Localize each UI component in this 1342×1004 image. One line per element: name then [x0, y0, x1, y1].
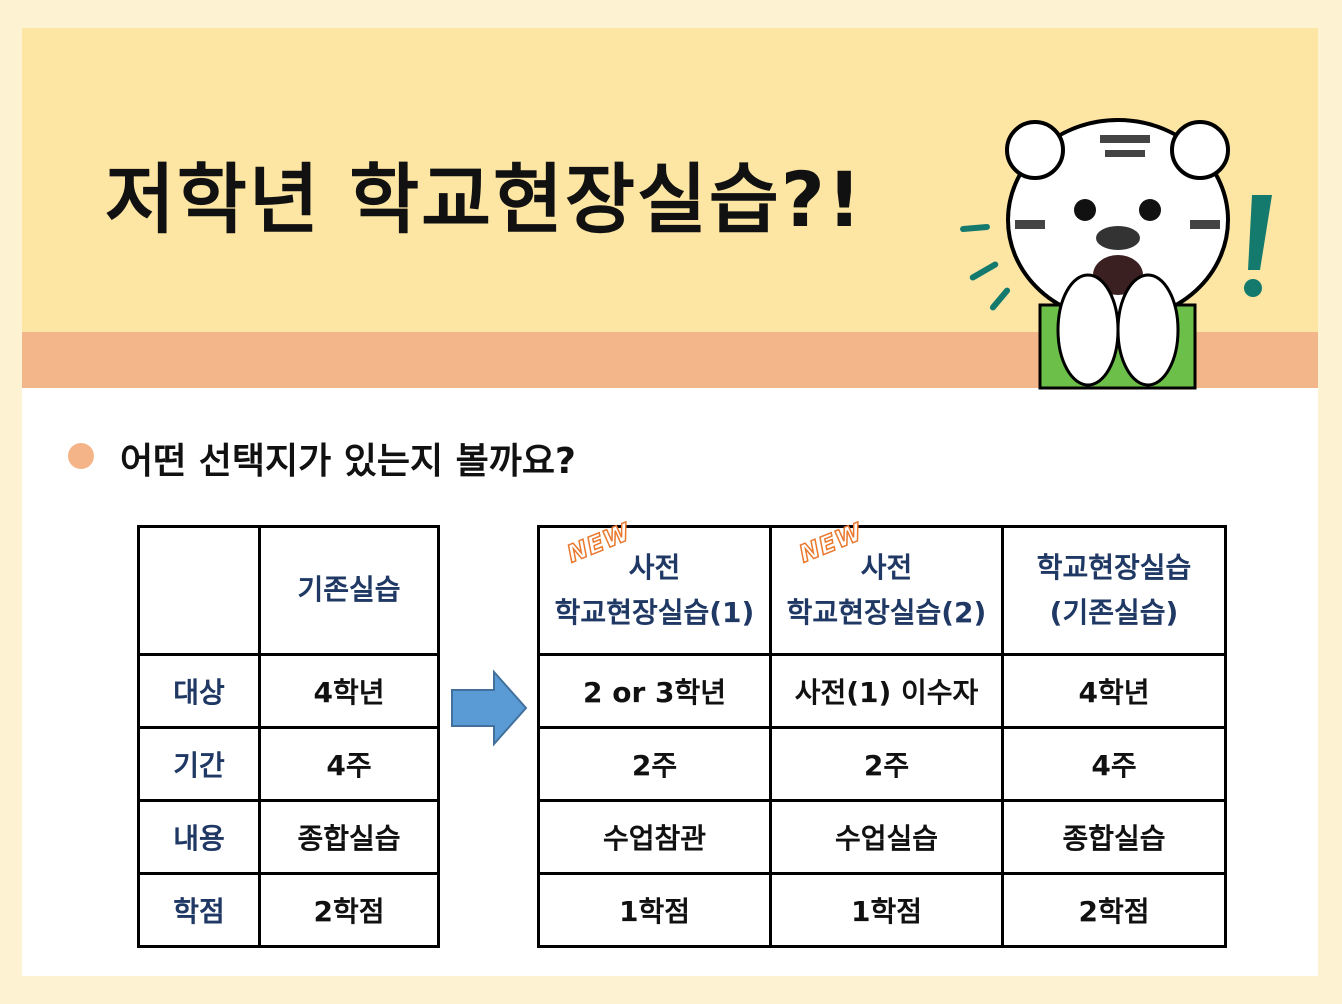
table-cell: 4학년 [1001, 653, 1227, 729]
table-cell: 수업실습 [769, 799, 1004, 875]
header-line: 사전 [860, 550, 913, 584]
table-row: 수업참관 수업실습 종합실습 [537, 799, 1227, 875]
table-cell: 사전(1) 이수자 [769, 653, 1004, 729]
table-cell: 4주 [1001, 726, 1227, 802]
header-line: 사전 [628, 550, 681, 584]
column-header: NEW 사전 학교현장실습(2) [769, 517, 1004, 656]
table-cell: 2 or 3학년 [537, 653, 772, 729]
row-label: 학점 [137, 872, 261, 948]
table-row: 기간 4주 [137, 726, 440, 802]
table-cell: 종합실습 [1001, 799, 1227, 875]
row-label: 대상 [137, 653, 261, 729]
header-line: 학교현장실습 [1036, 550, 1192, 584]
section-subtitle: 어떤 선택지가 있는지 볼까요? [120, 441, 576, 482]
empty-header-cell [137, 525, 261, 656]
table-row: 2 or 3학년 사전(1) 이수자 4학년 [537, 653, 1227, 729]
table-row: 학점 2학점 [137, 872, 440, 948]
table-row: 1학점 1학점 2학점 [537, 872, 1227, 948]
table-cell: 4학년 [258, 653, 440, 729]
table-row: 대상 4학년 [137, 653, 440, 729]
header-line: 학교현장실습(1) [554, 595, 755, 629]
table-row: 내용 종합실습 [137, 799, 440, 875]
table-cell: 종합실습 [258, 799, 440, 875]
header-line: 학교현장실습(2) [786, 595, 987, 629]
column-header: NEW 사전 학교현장실습(1) [537, 517, 772, 656]
column-header: 학교현장실습 (기존실습) [1001, 525, 1227, 656]
column-header: 기존실습 [258, 525, 440, 656]
new-practice-table: NEW 사전 학교현장실습(1) NEW 사전 학교현장실습(2) 학교현장실습 (기존실… [537, 517, 1227, 948]
tiger-mascot-illustration [960, 118, 1272, 390]
table-cell: 1학점 [537, 872, 772, 948]
row-label: 기간 [137, 726, 261, 802]
table-cell: 4주 [258, 726, 440, 802]
existing-practice-table: 기존실습 대상 4학년 기간 4주 내용 종합실습 학점 2학점 [137, 525, 440, 948]
table-cell: 2주 [769, 726, 1004, 802]
bullet-point [68, 443, 94, 469]
table-row: 2주 2주 4주 [537, 726, 1227, 802]
table-cell: 2주 [537, 726, 772, 802]
right-arrow-icon [451, 669, 528, 747]
header-line: (기존실습) [1049, 595, 1179, 629]
table-cell: 2학점 [1001, 872, 1227, 948]
page-title: 저학년 학교현장실습?! [105, 155, 864, 244]
row-label: 내용 [137, 799, 261, 875]
table-header-row: 기존실습 [137, 525, 440, 656]
table-header-row: NEW 사전 학교현장실습(1) NEW 사전 학교현장실습(2) 학교현장실습 (기존실… [537, 517, 1227, 656]
table-cell: 2학점 [258, 872, 440, 948]
table-cell: 1학점 [769, 872, 1004, 948]
table-cell: 수업참관 [537, 799, 772, 875]
